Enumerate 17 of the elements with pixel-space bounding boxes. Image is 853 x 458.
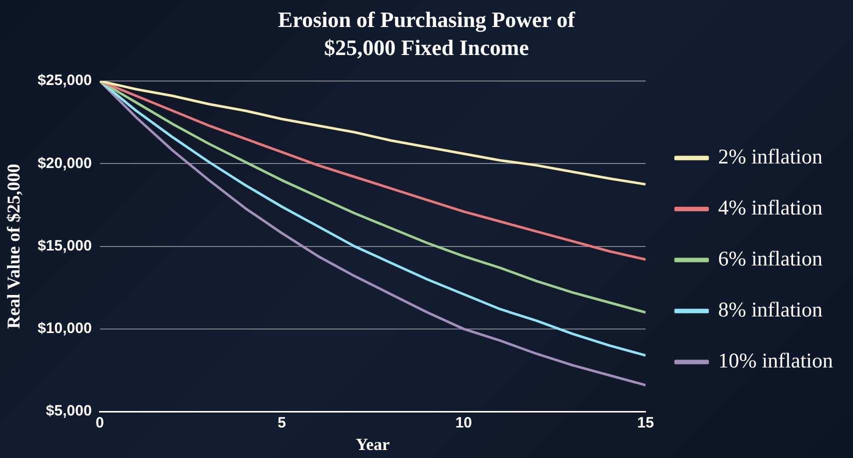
legend-label: 8% inflation <box>718 298 823 322</box>
y-tick-label: $5,000 <box>46 402 92 420</box>
y-tick-label: $15,000 <box>38 237 92 254</box>
legend-label: 4% inflation <box>718 196 823 220</box>
x-tick-label: 15 <box>637 414 654 432</box>
x-tick-label: 5 <box>278 414 286 432</box>
y-tick-label: $25,000 <box>38 72 92 90</box>
y-tick-label: $10,000 <box>38 320 92 338</box>
x-tick-label: 10 <box>455 414 472 432</box>
legend-label: 2% inflation <box>718 144 823 169</box>
y-tick-label: $20,000 <box>38 154 92 172</box>
legend-label: 10% inflation <box>718 348 834 373</box>
x-axis-title: Year <box>356 435 390 454</box>
y-axis-title: Real Value of $25,000 <box>3 164 24 329</box>
x-tick-label: 0 <box>96 414 104 432</box>
chart-title: Erosion of Purchasing Power of $25,000 Fixed Income <box>276 6 576 62</box>
legend-label: 6% inflation <box>718 246 823 271</box>
